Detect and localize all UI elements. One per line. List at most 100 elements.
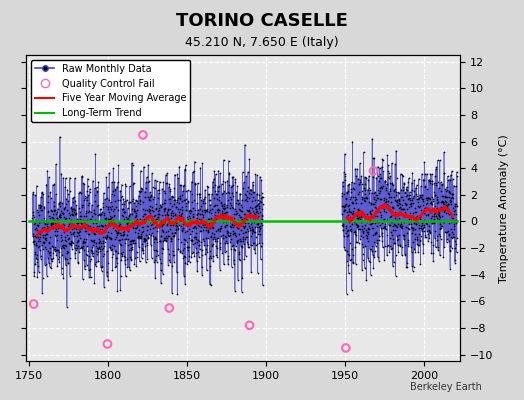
Point — [216, 266, 224, 273]
Point — [50, 206, 59, 213]
Point — [105, 170, 113, 176]
Point — [33, 222, 41, 228]
Point — [161, 238, 170, 244]
Point — [226, 196, 235, 202]
Point — [236, 243, 245, 249]
Point — [391, 186, 400, 192]
Point — [115, 237, 124, 244]
Point — [62, 243, 70, 249]
Point — [421, 207, 429, 213]
Point — [344, 262, 353, 268]
Point — [93, 188, 102, 194]
Point — [361, 180, 369, 187]
Point — [145, 178, 153, 184]
Point — [197, 239, 205, 245]
Point — [423, 195, 432, 201]
Point — [401, 209, 409, 215]
Point — [383, 252, 391, 258]
Point — [422, 220, 430, 226]
Point — [356, 226, 364, 232]
Point — [201, 251, 210, 258]
Point — [235, 256, 243, 262]
Point — [399, 197, 407, 203]
Point — [183, 261, 191, 268]
Point — [117, 242, 125, 248]
Point — [387, 228, 395, 235]
Point — [195, 254, 203, 260]
Point — [363, 211, 372, 218]
Point — [59, 243, 67, 250]
Point — [341, 171, 349, 178]
Point — [234, 197, 242, 204]
Point — [190, 224, 198, 230]
Point — [129, 180, 137, 187]
Point — [46, 252, 54, 258]
Point — [187, 219, 195, 226]
Point — [167, 212, 175, 218]
Point — [244, 218, 253, 224]
Point — [52, 214, 61, 221]
Point — [377, 164, 386, 170]
Point — [138, 244, 146, 251]
Point — [50, 244, 59, 251]
Point — [99, 204, 107, 210]
Point — [102, 214, 110, 221]
Point — [237, 238, 246, 244]
Point — [430, 208, 438, 214]
Point — [39, 218, 47, 224]
Point — [95, 226, 104, 232]
Point — [126, 238, 134, 244]
Point — [59, 221, 68, 228]
Point — [342, 195, 351, 202]
Point — [43, 272, 51, 279]
Point — [170, 231, 178, 238]
Point — [348, 211, 356, 217]
Point — [348, 193, 357, 200]
Point — [236, 217, 245, 223]
Point — [89, 238, 97, 244]
Point — [90, 230, 98, 236]
Point — [103, 341, 112, 347]
Point — [73, 215, 81, 222]
Point — [39, 205, 48, 211]
Point — [349, 260, 357, 266]
Point — [96, 222, 105, 228]
Point — [358, 267, 366, 273]
Point — [215, 228, 224, 234]
Point — [148, 216, 157, 222]
Point — [236, 191, 245, 197]
Point — [234, 201, 243, 207]
Point — [412, 182, 421, 188]
Point — [417, 183, 425, 190]
Point — [137, 188, 145, 194]
Point — [133, 198, 141, 204]
Point — [403, 260, 412, 266]
Point — [425, 178, 434, 184]
Point — [215, 213, 223, 219]
Point — [127, 246, 136, 253]
Point — [58, 243, 67, 249]
Point — [440, 170, 448, 176]
Point — [396, 201, 404, 208]
Point — [372, 191, 380, 198]
Point — [46, 248, 54, 255]
Point — [147, 242, 155, 248]
Point — [48, 258, 56, 264]
Point — [241, 190, 249, 197]
Point — [127, 198, 136, 204]
Point — [257, 243, 265, 250]
Point — [373, 212, 381, 219]
Point — [418, 192, 426, 198]
Point — [36, 219, 44, 225]
Point — [186, 218, 194, 224]
Point — [52, 161, 60, 167]
Point — [422, 195, 430, 202]
Point — [257, 222, 266, 228]
Point — [255, 224, 263, 230]
Point — [252, 202, 260, 209]
Point — [189, 240, 197, 247]
Point — [415, 242, 423, 249]
Point — [44, 208, 52, 215]
Point — [425, 230, 434, 236]
Point — [381, 223, 389, 229]
